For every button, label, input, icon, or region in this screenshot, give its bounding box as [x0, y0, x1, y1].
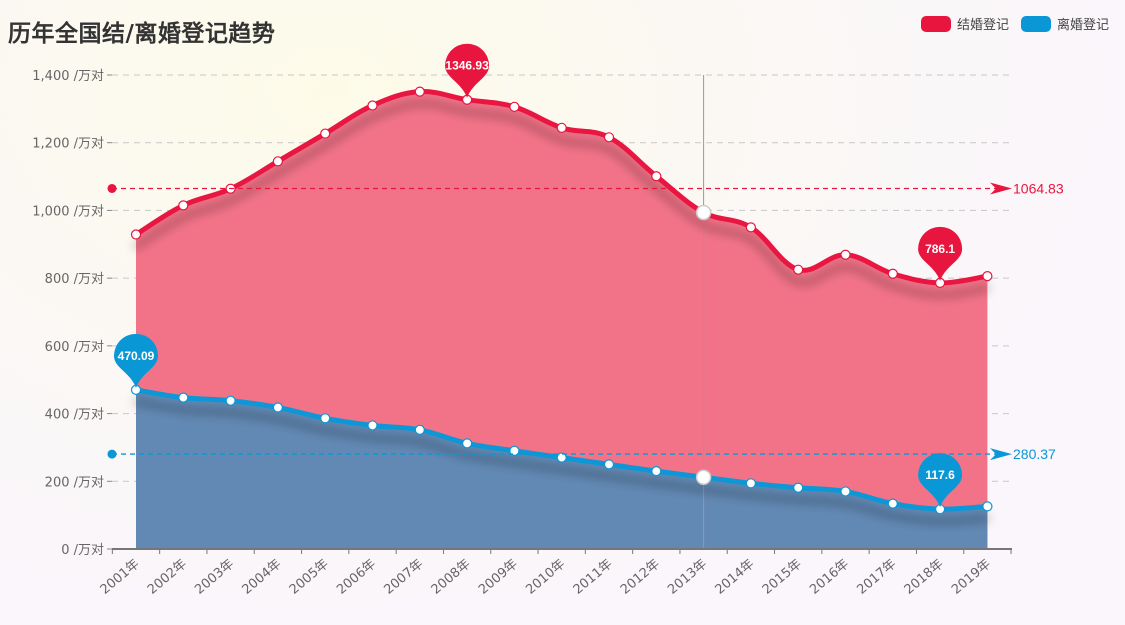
data-point-series-1[interactable]	[272, 402, 283, 413]
data-point-series-0[interactable]	[651, 171, 662, 182]
area-fill-series-1	[136, 389, 988, 549]
data-point-series-0[interactable]	[130, 229, 142, 240]
max-pin-series-1-label: 470.09	[118, 349, 155, 363]
x-tick-label: 2004年	[240, 557, 285, 598]
x-tick-label: 2010年	[523, 557, 568, 598]
y-tick-label: 1,000 /万对	[32, 204, 104, 219]
data-point-series-0[interactable]	[840, 249, 851, 260]
legend-swatch-divorce	[1020, 15, 1051, 32]
data-point-series-0[interactable]	[178, 200, 189, 211]
min-pin-series-1-label: 117.6	[925, 468, 955, 482]
chart-title: 历年全国结/离婚登记趋势	[8, 21, 276, 47]
area-fills	[136, 91, 988, 549]
x-tick-label: 2016年	[807, 557, 852, 598]
data-point-series-0[interactable]	[745, 222, 757, 233]
legend-item-divorce[interactable]: 离婚登记	[1020, 14, 1109, 33]
min-pin-series-0-label: 786.1	[925, 242, 955, 256]
x-tick-label: 2014年	[713, 557, 758, 598]
data-point-series-0[interactable]	[982, 271, 993, 282]
x-tick-label: 2012年	[618, 557, 663, 598]
max-pin-series-0: 1346.93	[445, 43, 489, 98]
data-point-series-0[interactable]	[509, 101, 520, 112]
data-point-series-0[interactable]	[793, 264, 804, 275]
data-point-series-0[interactable]	[556, 122, 567, 133]
data-point-series-1[interactable]	[414, 424, 425, 435]
x-tick-label: 2011年	[571, 557, 616, 598]
average-arrow-1	[990, 448, 1012, 461]
data-point-series-0[interactable]	[367, 100, 378, 111]
data-point-series-1[interactable]	[793, 482, 804, 493]
data-point-series-1[interactable]	[603, 459, 615, 470]
x-tick-label: 2015年	[760, 557, 805, 598]
average-label-0: 1064.83	[1013, 180, 1064, 196]
data-point-series-1[interactable]	[745, 478, 757, 489]
x-tick-label: 2005年	[287, 557, 332, 598]
x-tick-label: 2001年	[98, 557, 143, 598]
x-tick-label: 2002年	[145, 557, 190, 598]
legend-label-marriage: 结婚登记	[956, 18, 1009, 33]
data-point-series-0[interactable]	[414, 86, 425, 97]
data-point-series-0[interactable]	[603, 132, 615, 143]
data-point-series-1[interactable]	[320, 413, 331, 424]
y-tick-label: 0 /万对	[61, 543, 104, 558]
data-point-series-1[interactable]	[556, 452, 567, 463]
data-point-series-1[interactable]	[982, 501, 993, 512]
x-tick-label: 2019年	[949, 557, 994, 598]
legend: 结婚登记 离婚登记	[920, 14, 1109, 33]
data-point-series-0[interactable]	[695, 204, 712, 221]
x-tick-label: 2013年	[665, 557, 710, 598]
data-point-series-0[interactable]	[887, 268, 898, 279]
data-point-series-1[interactable]	[651, 466, 662, 477]
average-label-1: 280.37	[1013, 446, 1056, 462]
extreme-pins: 1346.93 786.1 470.09 117.6	[114, 43, 963, 508]
min-pin-series-1: 117.6	[918, 453, 963, 508]
min-pin-series-0: 786.1	[918, 226, 963, 281]
max-pin-series-1: 470.09	[114, 333, 158, 388]
legend-label-divorce: 离婚登记	[1056, 18, 1109, 33]
max-pin-series-0-label: 1346.93	[445, 59, 489, 73]
data-point-series-0[interactable]	[272, 156, 283, 167]
data-point-series-1[interactable]	[178, 392, 189, 403]
x-tick-label: 2007年	[381, 557, 426, 598]
y-tick-label: 1,200 /万对	[32, 137, 104, 152]
data-point-series-1[interactable]	[509, 445, 520, 456]
x-tick-label: 2018年	[902, 557, 947, 598]
y-tick-label: 200 /万对	[45, 475, 104, 490]
x-tick-label: 2003年	[192, 557, 237, 598]
y-tick-label: 400 /万对	[45, 408, 104, 423]
data-point-series-1[interactable]	[462, 438, 473, 449]
data-point-series-0[interactable]	[320, 128, 331, 139]
x-tick-label: 2008年	[429, 557, 474, 598]
y-tick-label: 1,400 /万对	[32, 69, 104, 84]
average-lines: 1064.83 280.37	[107, 180, 1064, 462]
x-tick-label: 2017年	[854, 557, 899, 598]
data-point-series-1[interactable]	[367, 420, 378, 431]
data-point-series-1[interactable]	[695, 469, 712, 485]
legend-swatch-marriage	[920, 15, 951, 32]
x-tick-label: 2006年	[334, 557, 379, 598]
y-tick-label: 600 /万对	[45, 340, 104, 355]
data-point-series-1[interactable]	[887, 498, 898, 509]
y-tick-label: 800 /万对	[45, 272, 104, 287]
legend-item-marriage[interactable]: 结婚登记	[920, 14, 1009, 33]
x-tick-label: 2009年	[476, 557, 521, 598]
data-points	[130, 86, 993, 515]
average-arrow-0	[990, 182, 1012, 195]
data-point-series-1[interactable]	[840, 486, 851, 497]
data-point-series-1[interactable]	[225, 395, 236, 406]
